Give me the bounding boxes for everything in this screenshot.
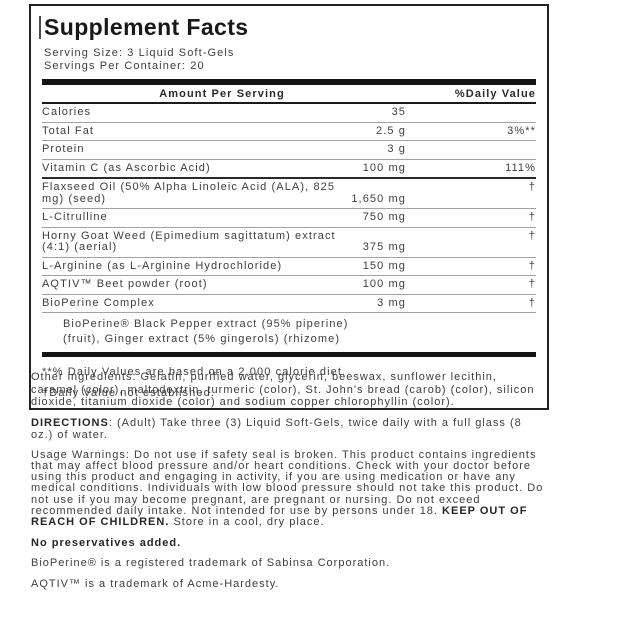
nutrient-amount: 750 mg	[362, 211, 406, 223]
nutrient-dv: 111%	[505, 161, 536, 174]
keep-out-of-reach-warning: KEEP OUT OF REACH OF CHILDREN.	[31, 504, 528, 529]
servings-per-container: Servings Per Container: 20	[44, 60, 205, 72]
daily-value-header: %Daily Value	[454, 88, 536, 100]
nutrient-name: BioPerine Complex	[42, 296, 155, 309]
table-row-protein: Protein 3 g	[42, 141, 536, 160]
table-row-calories: Calories 35	[42, 104, 536, 123]
table-row-vitamin-c: Vitamin C (as Ascorbic Acid) 100 mg 111%	[42, 160, 536, 179]
cursor-artifact	[39, 16, 41, 39]
directions-paragraph: DIRECTIONS: (Adult) Take three (3) Liqui…	[31, 417, 545, 442]
row-line-1: Horny Goat Weed (Epimedium sagittatum) e…	[42, 229, 536, 243]
nutrient-amount: 100 mg	[362, 161, 406, 174]
nutrient-amount: 3 g	[387, 143, 406, 155]
nutrient-amount: 3 mg	[377, 296, 406, 309]
nutrient-dv: †	[528, 229, 536, 242]
serving-size: Serving Size: 3 Liquid Soft-Gels	[44, 47, 235, 59]
footnote-daily-values: **% Daily Values are based on a 2,000 ca…	[42, 366, 347, 378]
usage-warnings-text: Usage Warnings: Do not use if safety sea…	[31, 448, 544, 517]
supplement-facts-panel: Supplement Facts Serving Size: 3 Liquid …	[29, 4, 549, 410]
nutrient-dv: †	[528, 296, 536, 309]
row-line-1: Flaxseed Oil (50% Alpha Linoleic Acid (A…	[42, 181, 536, 194]
nutrient-amount: 35	[391, 106, 406, 118]
nutrient-name: L-Arginine (as L-Arginine Hydrochloride)	[42, 259, 283, 272]
serving-info: Serving Size: 3 Liquid Soft-Gels Serving…	[44, 47, 536, 73]
nutrient-amount: 375 mg	[362, 241, 406, 253]
bioperine-trademark-line: BioPerine® is a registered trademark of …	[31, 557, 391, 570]
table-row-bioperine-complex: BioPerine Complex 3 mg †	[42, 295, 536, 313]
directions-text: : (Adult) Take three (3) Liquid Soft-Gel…	[31, 416, 522, 442]
nutrient-dv: 3%**	[507, 124, 536, 137]
nutrient-dv: †	[528, 278, 536, 290]
nutrient-dv: †	[528, 211, 536, 223]
other-ingredients-paragraph: Other ingredients: Gelatin, purified wat…	[31, 371, 545, 409]
divider-thick-bottom	[42, 352, 536, 357]
usage-warnings-paragraph: Usage Warnings: Do not use if safety sea…	[31, 448, 545, 529]
nutrient-name: L-Citrulline	[42, 211, 108, 223]
amount-per-serving-header: Amount Per Serving	[159, 88, 285, 100]
footnotes: **% Daily Values are based on a 2,000 ca…	[42, 357, 536, 408]
sub-ingredients: BioPerine® Black Pepper extract (95% pip…	[42, 313, 536, 352]
nutrient-name-continued: (4:1) (aerial)	[42, 241, 118, 253]
panel-title: Supplement Facts	[39, 14, 536, 40]
nutrient-amount: 2.5 g	[376, 124, 406, 137]
no-preservatives-line: No preservatives added.	[31, 536, 182, 549]
table-row-flaxseed-oil: Flaxseed Oil (50% Alpha Linoleic Acid (A…	[42, 179, 536, 209]
table-row-l-arginine: L-Arginine (as L-Arginine Hydrochloride)…	[42, 258, 536, 276]
sub-ingredients-line-2: (fruit), Ginger extract (5% gingerols) (…	[63, 332, 341, 345]
sub-ingredients-line-1: BioPerine® Black Pepper extract (95% pip…	[63, 318, 349, 330]
panel-title-text: Supplement Facts	[44, 14, 249, 40]
usage-warnings-text-end: Store in a cool, dry place.	[169, 516, 325, 529]
nutrient-name: Calories	[42, 106, 92, 118]
nutrient-amount: 150 mg	[362, 259, 406, 272]
nutrient-name: Vitamin C (as Ascorbic Acid)	[42, 161, 211, 174]
table-row-aqtiv-beet-powder: AQTIV™ Beet powder (root) 100 mg †	[42, 276, 536, 295]
divider-thick-top	[42, 79, 536, 85]
row-line-2: mg) (seed) 1,650 mg	[42, 192, 536, 206]
directions-label: DIRECTIONS	[31, 416, 109, 429]
table-row-total-fat: Total Fat 2.5 g 3%**	[42, 123, 536, 141]
nutrient-name: Protein	[42, 143, 85, 155]
nutrient-dv: †	[528, 259, 536, 272]
nutrient-name: Flaxseed Oil (50% Alpha Linoleic Acid (A…	[42, 181, 336, 193]
table-header: Amount Per Serving %Daily Value	[42, 85, 536, 104]
aqtiv-trademark-line: AQTIV™ is a trademark of Acme-Hardesty.	[31, 577, 280, 590]
label-details: Other ingredients: Gelatin, purified wat…	[31, 371, 545, 598]
table-row-horny-goat-weed: Horny Goat Weed (Epimedium sagittatum) e…	[42, 228, 536, 258]
row-line-2: (4:1) (aerial) 375 mg	[42, 241, 536, 254]
nutrient-name: Total Fat	[42, 124, 95, 137]
nutrient-name: AQTIV™ Beet powder (root)	[42, 278, 208, 290]
nutrient-amount: 100 mg	[362, 278, 406, 290]
nutrient-dv: †	[528, 181, 536, 193]
nutrient-name: Horny Goat Weed (Epimedium sagittatum) e…	[42, 229, 336, 242]
table-row-l-citrulline: L-Citrulline 750 mg †	[42, 209, 536, 228]
other-ingredients-text: Other ingredients: Gelatin, purified wat…	[31, 371, 535, 408]
nutrient-name-continued: mg) (seed)	[42, 192, 107, 205]
nutrient-amount: 1,650 mg	[351, 192, 406, 205]
footnote-not-established: †Daily Value not established.	[42, 387, 215, 399]
